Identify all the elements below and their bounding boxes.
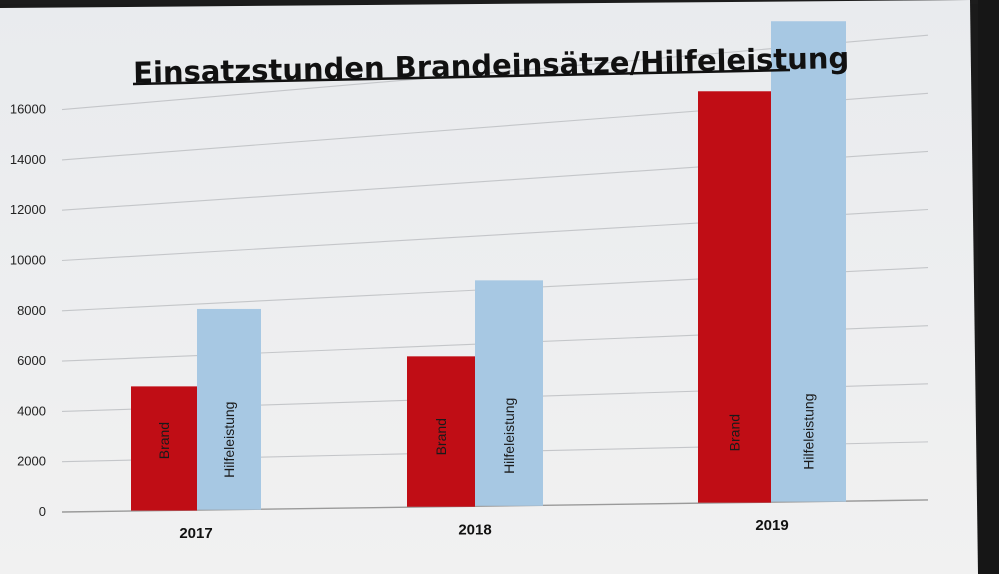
y-tick-label: 4000 — [17, 403, 46, 418]
bar-brand-2017 — [131, 386, 197, 511]
bar-label: Brand — [156, 422, 172, 459]
y-tick-label: 0 — [39, 504, 46, 519]
bars: Brand Hilfeleistung Brand Hilfeleistung Bran… — [131, 21, 846, 511]
x-tick-label: 2018 — [458, 521, 491, 538]
y-tick-label: 16000 — [10, 102, 46, 117]
x-tick-label: 2017 — [179, 525, 212, 542]
screen-border — [978, 0, 999, 574]
bar-label: Brand — [433, 418, 449, 455]
gridline — [61, 499, 929, 513]
bar-label: Hilfeleistung — [501, 398, 517, 474]
bar-label: Brand — [727, 414, 743, 451]
bar-hilfeleistung-2019 — [771, 21, 846, 502]
bar-brand-2019 — [698, 91, 771, 503]
y-tick-label: 6000 — [17, 353, 46, 368]
y-tick-label: 8000 — [17, 303, 46, 318]
bar-hilfeleistung-2018 — [475, 280, 543, 506]
y-tick-label: 2000 — [17, 454, 46, 469]
y-axis-ticks: 0 2000 4000 6000 8000 10000 12000 14000 16000 — [10, 102, 46, 519]
x-axis-labels: 2017 2018 2019 — [179, 517, 788, 542]
y-tick-label: 10000 — [10, 253, 46, 268]
bar-label: Hilfeleistung — [801, 393, 817, 469]
y-tick-label: 14000 — [10, 152, 46, 167]
y-tick-label: 12000 — [10, 202, 46, 217]
bar-label: Hilfeleistung — [221, 402, 237, 478]
title-underline — [132, 68, 791, 86]
bar-brand-2018 — [407, 356, 475, 507]
x-tick-label: 2019 — [755, 517, 788, 534]
bar-hilfeleistung-2017 — [197, 308, 261, 510]
